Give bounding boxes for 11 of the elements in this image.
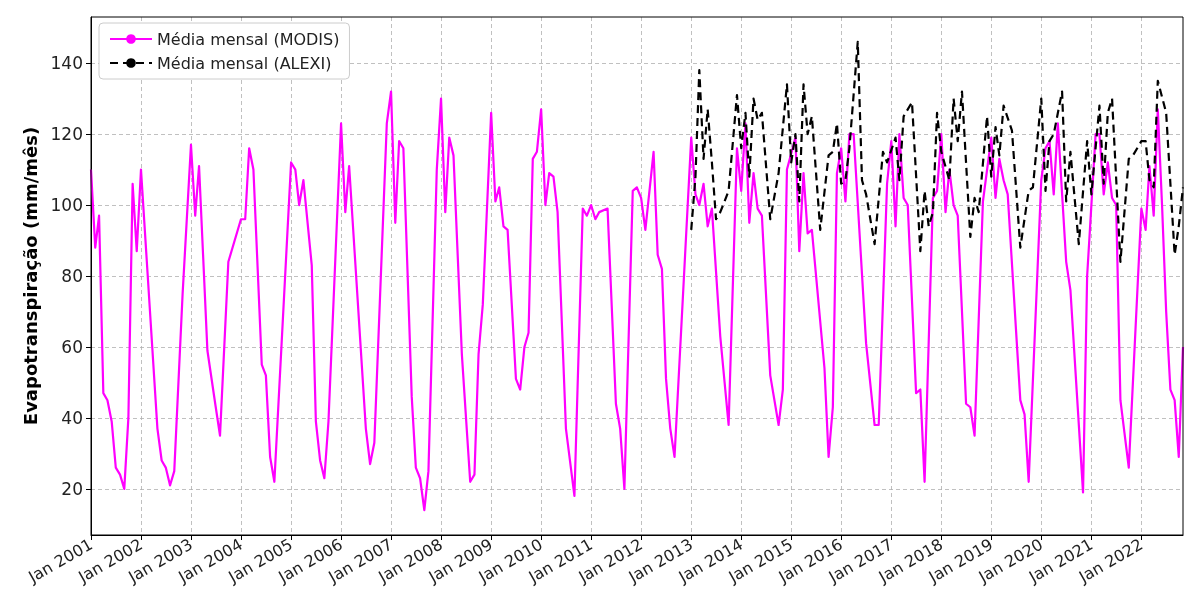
legend-label: Média mensal (MODIS) [157, 29, 340, 49]
y-tick-label: 20 [61, 478, 83, 499]
legend-label: Média mensal (ALEXI) [157, 53, 332, 73]
y-tick-label: 60 [61, 336, 83, 357]
y-tick-label: 80 [61, 266, 83, 286]
line-series [89, 90, 1185, 512]
y-tick-label: 100 [50, 195, 83, 216]
y-tick-label: 120 [50, 124, 83, 145]
y-tick-label: 40 [61, 407, 83, 428]
y-axis-title: Evapotranspiração (mm/mês) [20, 126, 42, 426]
y-tick-label: 140 [50, 53, 83, 74]
